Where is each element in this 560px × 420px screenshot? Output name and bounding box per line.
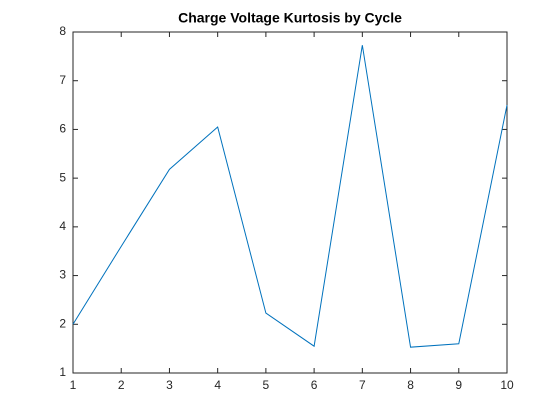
- data-line: [72, 45, 508, 348]
- y-tick-label: 3: [59, 268, 66, 282]
- x-tick-label: 5: [263, 378, 270, 392]
- plot-area: [72, 31, 508, 374]
- x-tick-label: 8: [407, 378, 414, 392]
- y-tick-label: 4: [59, 219, 66, 233]
- x-tick-label: 1: [70, 378, 77, 392]
- x-tick-label: 2: [118, 378, 125, 392]
- y-tick-label: 6: [59, 122, 66, 136]
- chart-title: Charge Voltage Kurtosis by Cycle: [178, 10, 402, 26]
- x-tick-label: 3: [166, 378, 173, 392]
- y-tick-label: 5: [59, 170, 66, 184]
- x-tick-label: 9: [455, 378, 462, 392]
- x-tick-label: 7: [359, 378, 366, 392]
- x-tick-label: 6: [311, 378, 318, 392]
- y-tick-label: 7: [59, 73, 66, 87]
- y-tick-label: 8: [59, 24, 66, 38]
- y-tick-label: 1: [59, 365, 66, 379]
- x-tick-label: 10: [500, 378, 514, 392]
- y-tick-label: 2: [59, 316, 66, 330]
- x-tick-label: 4: [214, 378, 221, 392]
